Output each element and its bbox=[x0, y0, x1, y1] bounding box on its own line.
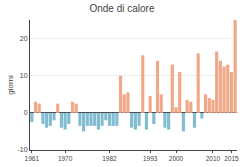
svg-text:2010: 2010 bbox=[206, 155, 221, 162]
svg-text:1961: 1961 bbox=[25, 155, 40, 162]
svg-text:20: 20 bbox=[20, 35, 28, 42]
svg-text:1982: 1982 bbox=[102, 155, 117, 162]
svg-text:-10: -10 bbox=[17, 146, 27, 153]
svg-text:2000: 2000 bbox=[169, 155, 184, 162]
svg-text:Onde di calore: Onde di calore bbox=[89, 3, 154, 14]
svg-text:1970: 1970 bbox=[58, 155, 73, 162]
svg-text:giorni: giorni bbox=[6, 75, 15, 95]
svg-text:1993: 1993 bbox=[143, 155, 158, 162]
svg-text:2015: 2015 bbox=[224, 155, 239, 162]
svg-text:10: 10 bbox=[20, 72, 28, 79]
svg-text:0: 0 bbox=[24, 109, 28, 116]
